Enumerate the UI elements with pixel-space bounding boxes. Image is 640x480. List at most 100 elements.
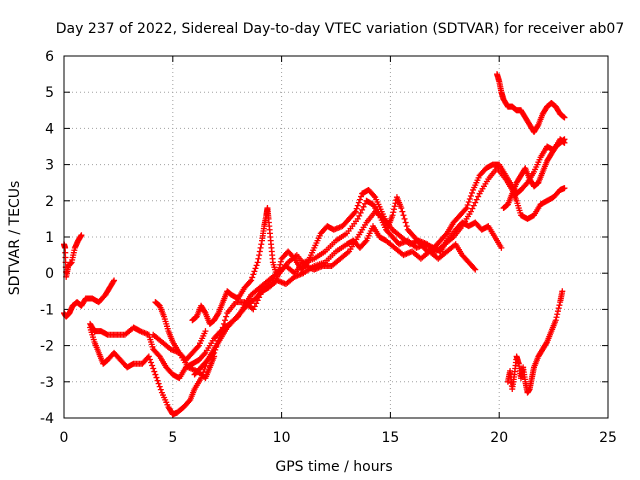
data-point — [561, 136, 568, 143]
data-point — [355, 199, 362, 206]
data-point — [218, 328, 225, 335]
series-track-k — [504, 288, 566, 396]
data-point — [559, 288, 566, 295]
x-axis-label: GPS time / hours — [275, 459, 392, 475]
series-track-a — [61, 232, 85, 280]
data-point — [146, 356, 153, 363]
x-tick-labels: 0 5 10 15 20 25 — [60, 430, 617, 446]
series-track-i — [494, 71, 568, 136]
data-point — [398, 205, 405, 212]
data-point — [471, 265, 478, 272]
data-point — [150, 365, 157, 372]
data-point — [194, 343, 201, 350]
data-point — [258, 241, 265, 248]
data-point — [214, 340, 221, 347]
chart-title: Day 237 of 2022, Sidereal Day-to-day VTE… — [56, 21, 625, 37]
x-tick-label: 20 — [490, 430, 508, 446]
data-point — [362, 238, 369, 245]
data-point — [554, 311, 561, 318]
data-point — [217, 331, 224, 338]
data-point — [202, 328, 209, 335]
data-point — [352, 208, 359, 215]
x-tick-label: 5 — [168, 430, 177, 446]
data-point — [403, 223, 410, 230]
data-point — [462, 206, 469, 213]
y-tick-label: 0 — [45, 266, 54, 282]
data-point — [156, 383, 163, 390]
x-tick-label: 25 — [599, 430, 617, 446]
data-point — [543, 340, 550, 347]
data-point — [214, 311, 221, 318]
data-point — [356, 212, 363, 219]
data-point — [400, 212, 407, 219]
data-point — [358, 193, 365, 200]
series-track-j — [500, 136, 568, 212]
data-point — [145, 353, 152, 360]
data-point — [249, 274, 256, 281]
data-point — [254, 297, 261, 304]
data-point — [552, 317, 559, 324]
data-point — [111, 277, 118, 284]
data-point — [371, 192, 378, 199]
data-point — [201, 351, 208, 358]
y-tick-label: 5 — [45, 85, 54, 101]
data-point — [216, 334, 223, 341]
data-point — [251, 268, 258, 275]
data-point — [210, 351, 217, 358]
data-point — [256, 294, 263, 301]
data-point — [475, 193, 482, 200]
data-point — [399, 208, 406, 215]
data-point — [466, 195, 473, 202]
data-point — [151, 368, 158, 375]
data-point — [152, 371, 159, 378]
data-point — [389, 212, 396, 219]
y-tick-label: 4 — [45, 121, 54, 137]
y-tick-labels: -4 -3 -2 -1 0 1 2 3 4 5 6 — [40, 49, 54, 427]
y-tick-label: 6 — [45, 49, 54, 65]
data-point — [473, 196, 480, 203]
data-point — [553, 314, 560, 321]
y-tick-label: -4 — [40, 411, 54, 427]
data-point — [469, 205, 476, 212]
data-point — [253, 300, 260, 307]
data-point — [252, 265, 259, 272]
x-tick-label: 10 — [273, 430, 291, 446]
y-tick-label: 3 — [45, 158, 54, 174]
data-point — [110, 278, 117, 285]
series-track-d — [87, 223, 479, 418]
data-point — [213, 343, 220, 350]
plot-frame — [63, 55, 609, 419]
data-point — [472, 199, 479, 206]
series-track-h — [191, 165, 568, 378]
data-point — [247, 278, 254, 285]
data-point — [253, 262, 260, 269]
data-point — [186, 398, 193, 405]
data-point — [401, 215, 408, 222]
x-tick-label: 0 — [60, 430, 69, 446]
data-point — [351, 209, 358, 216]
data-point — [251, 303, 258, 310]
data-point — [215, 337, 222, 344]
data-point — [356, 196, 363, 203]
data-point — [357, 209, 364, 216]
data-point — [523, 180, 530, 187]
data-point — [78, 232, 85, 239]
data-point — [556, 302, 563, 309]
data-point — [257, 291, 264, 298]
data-point — [201, 308, 208, 315]
data-point — [219, 324, 226, 331]
data-point — [402, 219, 409, 226]
data-point — [464, 202, 471, 209]
data-point — [354, 202, 361, 209]
data-point — [250, 271, 257, 278]
data-point — [254, 259, 261, 266]
data-point — [212, 346, 219, 353]
data-point — [470, 202, 477, 209]
y-tick-label: 2 — [45, 194, 54, 210]
series-track-b — [61, 277, 118, 320]
series-track-c — [87, 197, 505, 382]
data-point — [222, 317, 229, 324]
grid — [64, 56, 608, 418]
data-point — [256, 248, 263, 255]
